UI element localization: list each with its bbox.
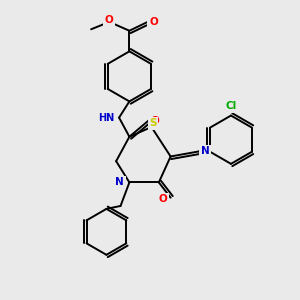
- Text: O: O: [105, 15, 114, 25]
- Text: O: O: [151, 116, 160, 126]
- Text: HN: HN: [98, 112, 115, 123]
- Text: Cl: Cl: [225, 101, 237, 111]
- Text: N: N: [201, 146, 210, 157]
- Text: O: O: [149, 17, 158, 27]
- Text: N: N: [115, 177, 124, 188]
- Text: O: O: [158, 194, 167, 204]
- Text: S: S: [149, 118, 157, 128]
